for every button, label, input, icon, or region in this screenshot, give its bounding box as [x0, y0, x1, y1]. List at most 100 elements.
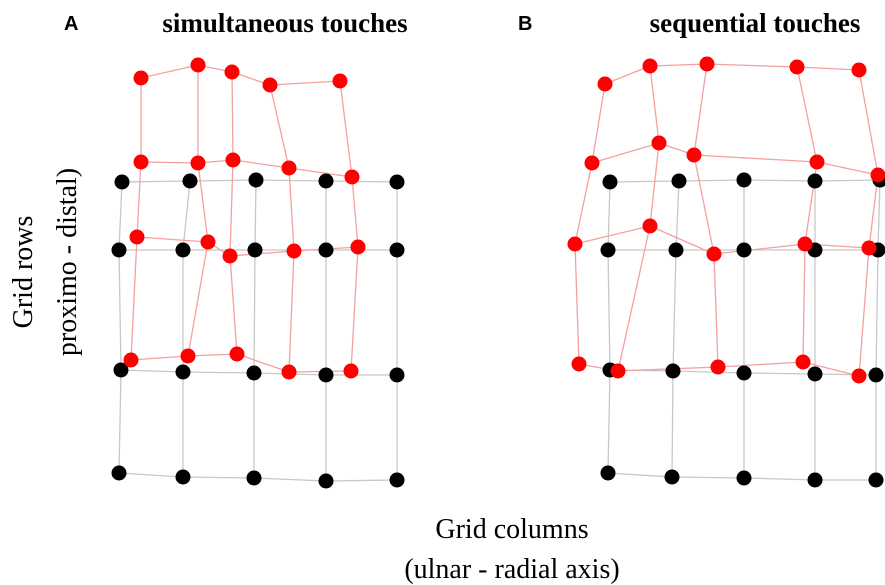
grid-edge	[609, 180, 680, 183]
grid-edge	[350, 246, 359, 372]
touch-point	[597, 76, 613, 92]
grid-edge	[693, 63, 708, 156]
grid-edge	[802, 361, 860, 377]
touch-point	[262, 77, 278, 93]
grid-edge	[351, 176, 359, 248]
grid-node	[389, 242, 405, 258]
touch-point	[584, 155, 600, 171]
grid-edge	[877, 179, 881, 251]
grid-edge	[120, 369, 184, 373]
grid-node	[807, 366, 823, 382]
grid-node	[182, 173, 198, 189]
touch-point	[851, 368, 867, 384]
touch-point	[610, 363, 626, 379]
grid-edge	[607, 369, 611, 474]
grid-edge	[130, 355, 189, 361]
grid-edge	[288, 250, 295, 373]
grid-node	[668, 242, 684, 258]
grid-edge	[136, 236, 209, 243]
touch-point	[567, 236, 583, 252]
x-axis-label: (ulnar - radial axis)	[404, 554, 619, 585]
touch-point	[642, 58, 658, 74]
grid-edge	[118, 249, 122, 371]
touch-point	[651, 135, 667, 151]
touch-point	[350, 239, 366, 255]
grid-edge	[713, 243, 806, 255]
grid-node	[868, 367, 884, 383]
y-axis-label: Grid rows	[8, 216, 39, 329]
touch-point	[123, 352, 139, 368]
touch-point	[789, 59, 805, 75]
touch-point	[642, 218, 658, 234]
touch-point	[343, 363, 359, 379]
grid-edge	[816, 161, 879, 176]
touch-point	[222, 248, 238, 264]
grid-node	[736, 242, 752, 258]
grid-edge	[604, 65, 651, 85]
grid-node	[389, 367, 405, 383]
grid-edge	[607, 472, 673, 478]
grid-edge	[118, 369, 122, 474]
grid-node	[671, 173, 687, 189]
grid-edge	[591, 142, 660, 164]
grid-edge	[574, 243, 580, 365]
panel-letter: B	[518, 13, 532, 35]
grid-node	[600, 465, 616, 481]
grid-node	[113, 362, 129, 378]
grid-edge	[858, 69, 879, 176]
grid-edge	[607, 181, 611, 251]
grid-node	[736, 365, 752, 381]
grid-edge	[591, 83, 606, 164]
touch-point	[190, 57, 206, 73]
grid-edge	[649, 225, 715, 255]
touch-point	[851, 62, 867, 78]
grid-node	[247, 242, 263, 258]
grids	[111, 56, 885, 489]
touch-point	[706, 246, 722, 262]
grid-node	[600, 242, 616, 258]
grid-edge	[649, 142, 660, 227]
y-axis-label: proximo - distal)	[52, 168, 83, 356]
grid-edge	[325, 479, 398, 482]
grid-node	[246, 365, 262, 381]
grid-node	[248, 172, 264, 188]
touch-point	[180, 348, 196, 364]
grid-edge	[649, 63, 708, 67]
touch-point	[332, 73, 348, 89]
grid-edge	[814, 179, 881, 182]
touch-point	[286, 243, 302, 259]
panel-title: simultaneous touches	[162, 8, 407, 38]
grid-node	[807, 173, 823, 189]
grid-edge	[693, 154, 818, 163]
grid-edge	[269, 84, 290, 169]
grid-node	[318, 242, 334, 258]
touch-point	[344, 169, 360, 185]
grid-node	[318, 367, 334, 383]
touch-point	[224, 64, 240, 80]
touch-point	[225, 152, 241, 168]
grid-edge	[607, 249, 611, 371]
grid-edge	[229, 255, 238, 355]
touch-point	[686, 147, 702, 163]
touch-point	[281, 364, 297, 380]
grid-edge	[868, 174, 879, 249]
grid-edge	[339, 80, 353, 178]
touch-point	[861, 240, 877, 256]
grid-node	[736, 172, 752, 188]
grid-edge	[713, 253, 719, 368]
grid-edge	[130, 236, 138, 361]
grid-edge	[678, 179, 745, 182]
grid-node	[389, 472, 405, 488]
touch-point	[795, 354, 811, 370]
grid-edge	[187, 353, 238, 357]
grid-edge	[858, 247, 870, 377]
grid-node	[665, 363, 681, 379]
grid-edge	[814, 373, 877, 376]
grid-node	[114, 174, 130, 190]
grid-edge	[236, 353, 290, 373]
x-axis-label: Grid columns	[435, 514, 588, 545]
grid-node	[175, 364, 191, 380]
grid-node	[736, 470, 752, 486]
grid-edge	[675, 180, 680, 251]
